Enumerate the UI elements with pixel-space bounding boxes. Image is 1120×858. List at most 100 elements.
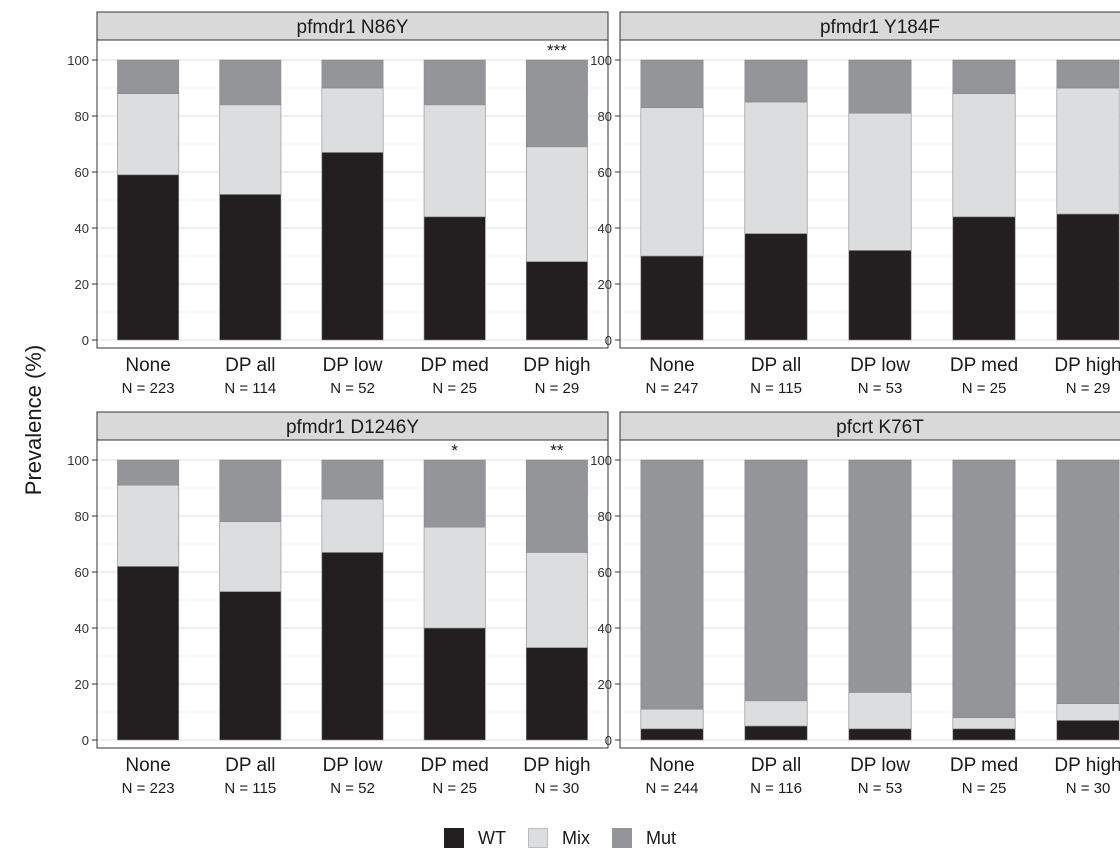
panel-2-bar-mut-5 bbox=[1056, 59, 1120, 89]
panel-2-x-count-label-3: N = 53 bbox=[858, 380, 903, 397]
panel-3-y-tick-label: 100 bbox=[67, 453, 89, 468]
panel-4-bar-mut-5 bbox=[1056, 459, 1120, 704]
panel-2-bar-mix-1 bbox=[640, 107, 704, 257]
legend-swatch-mut bbox=[611, 828, 632, 848]
panel-1-y-tick-label: 20 bbox=[75, 277, 89, 292]
panel-4-x-tick-label-1: None bbox=[649, 755, 694, 776]
panel-3-bar-mix-1 bbox=[117, 484, 180, 567]
panel-2-bar-mut-3 bbox=[848, 59, 912, 114]
panel-1-bar-wt-1 bbox=[117, 174, 180, 341]
panel-1-bar-wt-5 bbox=[525, 261, 588, 341]
panel-3-strip bbox=[96, 411, 609, 441]
panel-3-x-count-label-4: N = 25 bbox=[432, 780, 477, 797]
panel-4-x-tick-label-2: DP all bbox=[751, 755, 801, 776]
panel-1-x-tick-label-1: None bbox=[125, 355, 170, 376]
panel-2-bar-wt-3 bbox=[848, 250, 912, 341]
legend-swatch-wt bbox=[444, 828, 464, 848]
panel-4-bar-mut-3 bbox=[848, 459, 912, 693]
panel-4-bar-mix-5 bbox=[1056, 703, 1120, 721]
panel-3-border bbox=[96, 439, 609, 749]
panel-1-significance-5: *** bbox=[547, 41, 567, 60]
panel-1-x-count-label-3: N = 52 bbox=[330, 380, 375, 397]
panel-3-bar-wt-2 bbox=[219, 591, 282, 741]
panel-3-title: pfmdr1 D1246Y bbox=[286, 417, 419, 438]
panel-3-bar-mix-4 bbox=[423, 526, 486, 629]
panel-2-bar-wt-5 bbox=[1056, 213, 1120, 341]
panel-4-x-count-label-3: N = 53 bbox=[858, 780, 903, 797]
panel-4-x-count-label-4: N = 25 bbox=[962, 780, 1007, 797]
panel-3-y-tick-label: 40 bbox=[75, 621, 89, 636]
panel-3-bar-mut-5 bbox=[525, 459, 588, 553]
panel-3-x-tick-label-2: DP all bbox=[225, 755, 275, 776]
panel-1-bar-wt-4 bbox=[423, 216, 486, 341]
panel-3-y-tick-label: 60 bbox=[75, 565, 89, 580]
panel-3-x-count-label-1: N = 223 bbox=[122, 780, 175, 797]
panel-1-x-tick-label-5: DP high bbox=[523, 355, 590, 376]
panel-2-x-tick-label-5: DP high bbox=[1054, 355, 1120, 376]
panel-1-bar-mix-3 bbox=[321, 87, 384, 153]
panel-1-bar-mix-2 bbox=[219, 104, 282, 195]
panel-1-y-tick-label: 40 bbox=[75, 221, 89, 236]
panel-2-bar-mix-4 bbox=[952, 93, 1016, 218]
legend-label-wt: WT bbox=[478, 827, 506, 848]
panel-1-x-count-label-1: N = 223 bbox=[122, 380, 175, 397]
panel-2-x-tick-label-4: DP med bbox=[950, 355, 1018, 376]
panel-2-bar-mut-2 bbox=[744, 59, 808, 103]
panel-2-bar-mix-3 bbox=[848, 112, 912, 251]
legend-item-wt: WT bbox=[444, 828, 506, 849]
panel-1-x-tick-label-3: DP low bbox=[323, 355, 383, 376]
panel-1-y-tick-label: 0 bbox=[82, 333, 89, 348]
panel-1-title: pfmdr1 N86Y bbox=[297, 17, 409, 38]
panel-1-y-tick-label: 80 bbox=[75, 109, 89, 124]
panel-4-y-tick-label: 100 bbox=[590, 453, 612, 468]
panel-4-border bbox=[619, 439, 1120, 749]
panel-4-bar-mix-4 bbox=[952, 717, 1016, 730]
panel-3-x-count-label-5: N = 30 bbox=[535, 780, 580, 797]
panel-4-bar-mut-4 bbox=[952, 459, 1016, 718]
panel-3-bar-mut-1 bbox=[117, 459, 180, 486]
panel-1-bar-mut-2 bbox=[219, 59, 282, 106]
panel-2-x-count-label-5: N = 29 bbox=[1066, 380, 1111, 397]
panel-2-strip bbox=[619, 11, 1120, 41]
panel-2-bar-mut-4 bbox=[952, 59, 1016, 94]
panel-2-y-tick-label: 100 bbox=[590, 53, 612, 68]
legend: WT Mix Mut bbox=[0, 820, 1120, 856]
panel-1-x-count-label-4: N = 25 bbox=[432, 380, 477, 397]
faceted-stacked-bar-chart: pfmdr1 N86Y None N = 223 DP all N = 114 DP lo… bbox=[67, 11, 1120, 797]
panel-1-bar-wt-3 bbox=[321, 152, 384, 341]
panel-3-x-tick-label-1: None bbox=[125, 755, 170, 776]
legend-label-mix: Mix bbox=[561, 827, 590, 848]
panel-4-x-tick-label-4: DP med bbox=[950, 755, 1018, 776]
panel-2-x-tick-label-1: None bbox=[649, 355, 694, 376]
panel-2-bar-wt-2 bbox=[744, 233, 808, 341]
panel-1-bar-wt-2 bbox=[219, 194, 282, 341]
panel-1-y-tick-label: 100 bbox=[67, 53, 89, 68]
panel-3-bar-wt-5 bbox=[525, 647, 588, 741]
panel-2-x-tick-label-3: DP low bbox=[850, 355, 910, 376]
panel-3-y-tick-label: 20 bbox=[75, 677, 89, 692]
panel-4-x-tick-label-3: DP low bbox=[850, 755, 910, 776]
panel-2-bar-mix-2 bbox=[744, 101, 808, 234]
panel-4-bar-wt-3 bbox=[848, 728, 912, 741]
panel-3-significance-4: * bbox=[451, 441, 458, 460]
panel-1-strip bbox=[96, 11, 609, 41]
panel-2-y-tick-label: 0 bbox=[605, 333, 612, 348]
panel-3-bar-mut-2 bbox=[219, 459, 282, 522]
panel-3-bar-mix-2 bbox=[219, 521, 282, 592]
panel-3-bar-mut-3 bbox=[321, 459, 384, 500]
panel-4-title: pfcrt K76T bbox=[836, 417, 924, 438]
panel-4-strip bbox=[619, 411, 1120, 441]
legend-label-mut: Mut bbox=[645, 827, 676, 848]
panel-3-x-tick-label-5: DP high bbox=[523, 755, 590, 776]
panel-1-bar-mix-5 bbox=[525, 146, 588, 262]
panel-4-bar-mut-1 bbox=[640, 459, 704, 710]
panel-3-bar-wt-3 bbox=[321, 552, 384, 741]
panel-2-bar-mut-1 bbox=[640, 59, 704, 108]
panel-4-x-count-label-2: N = 116 bbox=[750, 780, 802, 797]
panel-4-y-tick-label: 40 bbox=[598, 621, 612, 636]
panel-4-bar-mix-1 bbox=[640, 708, 704, 730]
panel-2-title: pfmdr1 Y184F bbox=[820, 17, 940, 38]
panel-3-bar-wt-4 bbox=[423, 627, 486, 741]
panel-1-border bbox=[96, 39, 609, 349]
panel-3-bar-wt-1 bbox=[117, 566, 180, 741]
